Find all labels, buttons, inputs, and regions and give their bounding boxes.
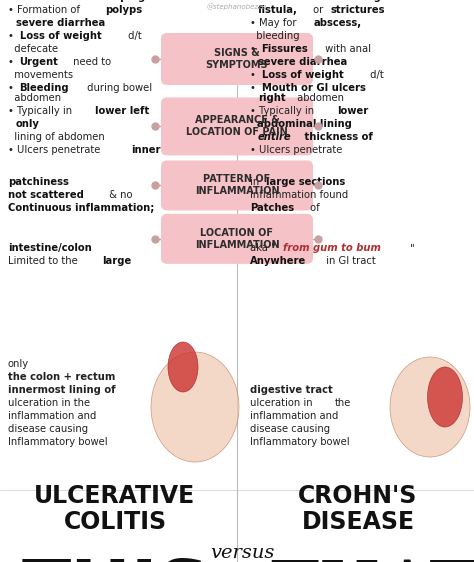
- Text: PATTERN OF
INFLAMMATION: PATTERN OF INFLAMMATION: [195, 174, 279, 197]
- Text: Anywhere: Anywhere: [250, 256, 306, 266]
- Text: bloating: bloating: [335, 0, 382, 2]
- Text: defecate: defecate: [8, 44, 58, 54]
- Text: cramping: cramping: [92, 0, 146, 2]
- Text: lower: lower: [337, 106, 368, 116]
- Text: Urgent: Urgent: [19, 57, 58, 67]
- Text: in GI tract: in GI tract: [323, 256, 375, 266]
- Text: abdomen: abdomen: [8, 93, 61, 103]
- Text: large sections: large sections: [266, 178, 345, 188]
- Text: not scattered: not scattered: [8, 191, 84, 201]
- Text: abdomen: abdomen: [294, 93, 344, 103]
- Text: inner: inner: [131, 145, 161, 155]
- Text: with anal: with anal: [322, 44, 371, 54]
- Text: during bowel: during bowel: [83, 83, 152, 93]
- Text: Continuous inflammation;: Continuous inflammation;: [8, 203, 155, 214]
- Text: ": ": [410, 243, 414, 253]
- FancyBboxPatch shape: [161, 97, 313, 156]
- Text: bleeding: bleeding: [250, 31, 300, 41]
- Text: Loss of weight: Loss of weight: [262, 70, 343, 80]
- Text: • Typically in: • Typically in: [8, 106, 75, 116]
- Text: movements: movements: [8, 70, 73, 80]
- Text: •: •: [8, 57, 17, 67]
- Text: •: •: [8, 31, 17, 41]
- Text: intestine/colon: intestine/colon: [8, 243, 92, 253]
- Text: large: large: [102, 256, 131, 266]
- Text: severe diarrhea: severe diarrhea: [258, 57, 347, 67]
- Text: Bleeding: Bleeding: [19, 83, 69, 93]
- Text: • Typically in: • Typically in: [250, 106, 317, 116]
- Text: Inflammatory bowel: Inflammatory bowel: [8, 437, 108, 447]
- Text: ulceration in: ulceration in: [250, 398, 316, 408]
- Text: • Ulcers penetrate: • Ulcers penetrate: [250, 145, 342, 155]
- Text: entire: entire: [258, 132, 292, 142]
- Text: THAT: THAT: [270, 557, 474, 562]
- Ellipse shape: [428, 367, 463, 427]
- Text: only: only: [16, 119, 40, 129]
- Text: Limited to the: Limited to the: [8, 256, 81, 266]
- Text: Patches: Patches: [250, 203, 294, 214]
- Text: from gum to bum: from gum to bum: [283, 243, 381, 253]
- Text: CROHN'S
DISEASE: CROHN'S DISEASE: [298, 484, 418, 534]
- Text: right: right: [258, 93, 286, 103]
- Text: severe diarrhea: severe diarrhea: [16, 18, 105, 28]
- Text: • Ulcers penetrate: • Ulcers penetrate: [8, 145, 103, 155]
- Text: • Abdominal: • Abdominal: [250, 0, 316, 2]
- Text: inflammation and: inflammation and: [8, 411, 96, 421]
- Text: the: the: [335, 398, 351, 408]
- Text: • May for: • May for: [250, 18, 300, 28]
- Text: THIS: THIS: [22, 557, 211, 562]
- Text: lower left: lower left: [95, 106, 149, 116]
- Text: d/t: d/t: [367, 70, 384, 80]
- Text: @stephanobezzu: @stephanobezzu: [207, 3, 267, 10]
- Text: disease causing: disease causing: [8, 424, 88, 434]
- Text: Fissures: Fissures: [262, 44, 309, 54]
- Text: APPEARANCE &
LOCATION OF PAIN: APPEARANCE & LOCATION OF PAIN: [186, 115, 288, 138]
- Text: Loss of weight: Loss of weight: [19, 31, 101, 41]
- Ellipse shape: [390, 357, 470, 457]
- Text: •: •: [250, 70, 259, 80]
- Text: ULCERATIVE
COLITIS: ULCERATIVE COLITIS: [35, 484, 196, 534]
- Text: versus: versus: [210, 544, 274, 562]
- Text: fistula,: fistula,: [258, 5, 298, 15]
- Ellipse shape: [168, 342, 198, 392]
- Text: inflammation found: inflammation found: [250, 191, 348, 201]
- Text: or: or: [310, 5, 326, 15]
- Text: inflammation and: inflammation and: [250, 411, 338, 421]
- Text: patchiness: patchiness: [8, 178, 69, 188]
- Text: SIGNS &
SYMPTOMS: SIGNS & SYMPTOMS: [206, 48, 268, 70]
- FancyBboxPatch shape: [161, 214, 313, 264]
- Text: aka ": aka ": [250, 243, 276, 253]
- Text: •: •: [250, 44, 259, 54]
- Text: Mouth or GI ulcers: Mouth or GI ulcers: [262, 83, 365, 93]
- Text: • Formation of: • Formation of: [8, 5, 83, 15]
- Text: ulceration in the: ulceration in the: [8, 398, 90, 408]
- Text: of: of: [307, 203, 319, 214]
- Text: abscess,: abscess,: [314, 18, 362, 28]
- FancyBboxPatch shape: [161, 161, 313, 210]
- Text: only: only: [8, 359, 29, 369]
- FancyBboxPatch shape: [161, 33, 313, 85]
- Text: •: •: [250, 83, 259, 93]
- Text: • Abdominal: • Abdominal: [8, 0, 73, 2]
- Text: •: •: [8, 83, 17, 93]
- Text: disease causing: disease causing: [250, 424, 330, 434]
- Text: d/t: d/t: [125, 31, 142, 41]
- Text: strictures: strictures: [331, 5, 385, 15]
- Text: thickness of: thickness of: [301, 132, 374, 142]
- Text: abdominal lining: abdominal lining: [250, 119, 352, 129]
- Text: in: in: [250, 178, 263, 188]
- Text: polyps: polyps: [105, 5, 142, 15]
- Ellipse shape: [151, 352, 239, 462]
- Text: the colon + rectum: the colon + rectum: [8, 372, 115, 382]
- Text: lining of abdomen: lining of abdomen: [8, 132, 105, 142]
- Text: innermost lining of: innermost lining of: [8, 385, 116, 395]
- Text: & no: & no: [106, 191, 132, 201]
- Text: digestive tract: digestive tract: [250, 385, 333, 395]
- Text: Inflammatory bowel: Inflammatory bowel: [250, 437, 350, 447]
- Text: need to: need to: [70, 57, 111, 67]
- Text: LOCATION OF
INFLAMMATION: LOCATION OF INFLAMMATION: [195, 228, 279, 250]
